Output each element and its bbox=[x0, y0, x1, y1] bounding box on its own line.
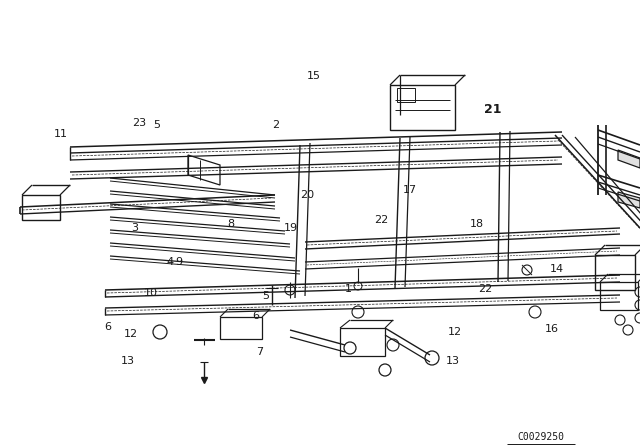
Text: 15: 15 bbox=[307, 71, 321, 81]
Text: 10: 10 bbox=[143, 289, 157, 298]
Text: 8: 8 bbox=[227, 219, 234, 229]
Bar bbox=[397, 88, 415, 102]
Text: 2: 2 bbox=[271, 121, 279, 130]
Bar bbox=[390, 85, 455, 130]
Text: 18: 18 bbox=[470, 219, 484, 229]
Text: 13: 13 bbox=[445, 356, 460, 366]
Bar bbox=[340, 328, 385, 356]
Text: 5: 5 bbox=[262, 291, 269, 301]
Text: 6: 6 bbox=[253, 311, 259, 321]
Bar bbox=[220, 317, 262, 339]
Text: 14: 14 bbox=[550, 264, 564, 274]
Text: 4: 4 bbox=[166, 257, 173, 267]
Polygon shape bbox=[618, 192, 640, 208]
Text: 9: 9 bbox=[175, 257, 183, 267]
Bar bbox=[600, 282, 638, 310]
Bar bbox=[595, 255, 635, 290]
Text: 11: 11 bbox=[54, 129, 68, 139]
Text: 13: 13 bbox=[121, 356, 135, 366]
Text: 6: 6 bbox=[104, 322, 111, 332]
Text: 23: 23 bbox=[132, 118, 146, 128]
Text: 12: 12 bbox=[447, 327, 461, 337]
Text: 5: 5 bbox=[154, 121, 160, 130]
Text: 1: 1 bbox=[346, 284, 352, 294]
Text: 21: 21 bbox=[484, 103, 502, 116]
Text: 20: 20 bbox=[300, 190, 314, 200]
Bar bbox=[22, 195, 60, 220]
Polygon shape bbox=[618, 150, 640, 168]
Text: 3: 3 bbox=[131, 224, 138, 233]
Text: C0029250: C0029250 bbox=[517, 432, 564, 442]
Text: 22: 22 bbox=[374, 215, 388, 224]
Text: 17: 17 bbox=[403, 185, 417, 195]
Text: 12: 12 bbox=[124, 329, 138, 339]
Text: 22: 22 bbox=[478, 284, 492, 294]
Text: 19: 19 bbox=[284, 224, 298, 233]
Text: 7: 7 bbox=[255, 347, 263, 357]
Text: 16: 16 bbox=[545, 324, 559, 334]
